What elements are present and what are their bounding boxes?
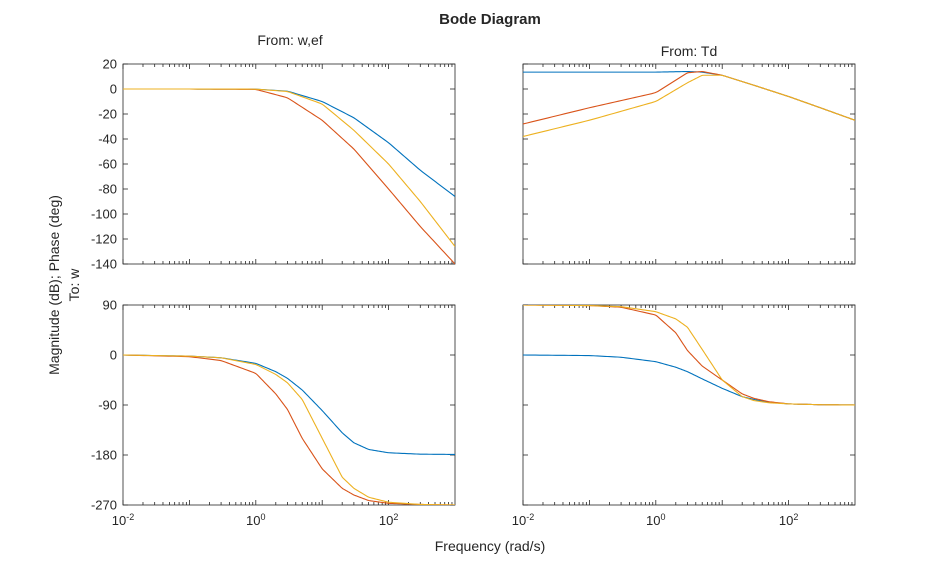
series-line-3 (523, 305, 855, 406)
x-tick-label: 10-2 (112, 512, 134, 528)
plot-panels: 20 0 -20 -40 -60 -80 -100 -120 -140 90 0 -90 -180 -27… (91, 57, 856, 528)
y-tick-label: -140 (91, 257, 117, 272)
y-tick-label: 0 (110, 82, 117, 97)
row-label: To: w (66, 268, 82, 302)
x-tick-label: 100 (646, 512, 665, 528)
axes-box (522, 63, 856, 265)
curves (523, 305, 855, 406)
y-tick-label: -180 (91, 448, 117, 463)
axes-box (122, 63, 456, 265)
y-tick-label: -40 (98, 132, 117, 147)
y-tick-label: -20 (98, 107, 117, 122)
x-tick-label: 102 (779, 512, 798, 528)
curves (123, 88, 455, 264)
series-line-3 (123, 88, 455, 247)
x-tick-label: 102 (379, 512, 398, 528)
axes-box (122, 304, 456, 506)
y-axis-label: Magnitude (dB); Phase (deg) (46, 195, 62, 375)
panel-mag-td (522, 63, 856, 265)
series-line-3 (523, 74, 855, 138)
axes-box (522, 304, 856, 506)
series-line-2 (123, 354, 455, 505)
column-title-w-ef: From: w,ef (257, 32, 322, 48)
y-tick-label: -80 (98, 182, 117, 197)
x-tick-label: 10-2 (512, 512, 534, 528)
y-tick-label: -90 (98, 398, 117, 413)
curves (123, 354, 455, 505)
y-tick-label: -60 (98, 157, 117, 172)
curves (523, 70, 855, 138)
panel-mag-w-ef: 20 0 -20 -40 -60 -80 -100 -120 -140 (91, 57, 456, 272)
y-tick-label: 0 (110, 348, 117, 363)
panel-phase-td: 10-2 100 102 (512, 304, 856, 528)
y-tick-label: 90 (103, 298, 117, 313)
y-tick-label: -270 (91, 498, 117, 513)
x-tick-label: 100 (246, 512, 265, 528)
y-tick-label: 20 (103, 57, 117, 72)
chart-title: Bode Diagram (439, 11, 541, 28)
y-tick-label: -120 (91, 232, 117, 247)
x-axis-label: Frequency (rad/s) (435, 538, 545, 554)
y-tick-label: -100 (91, 207, 117, 222)
series-line-3 (123, 354, 455, 505)
column-title-td: From: Td (661, 43, 718, 59)
